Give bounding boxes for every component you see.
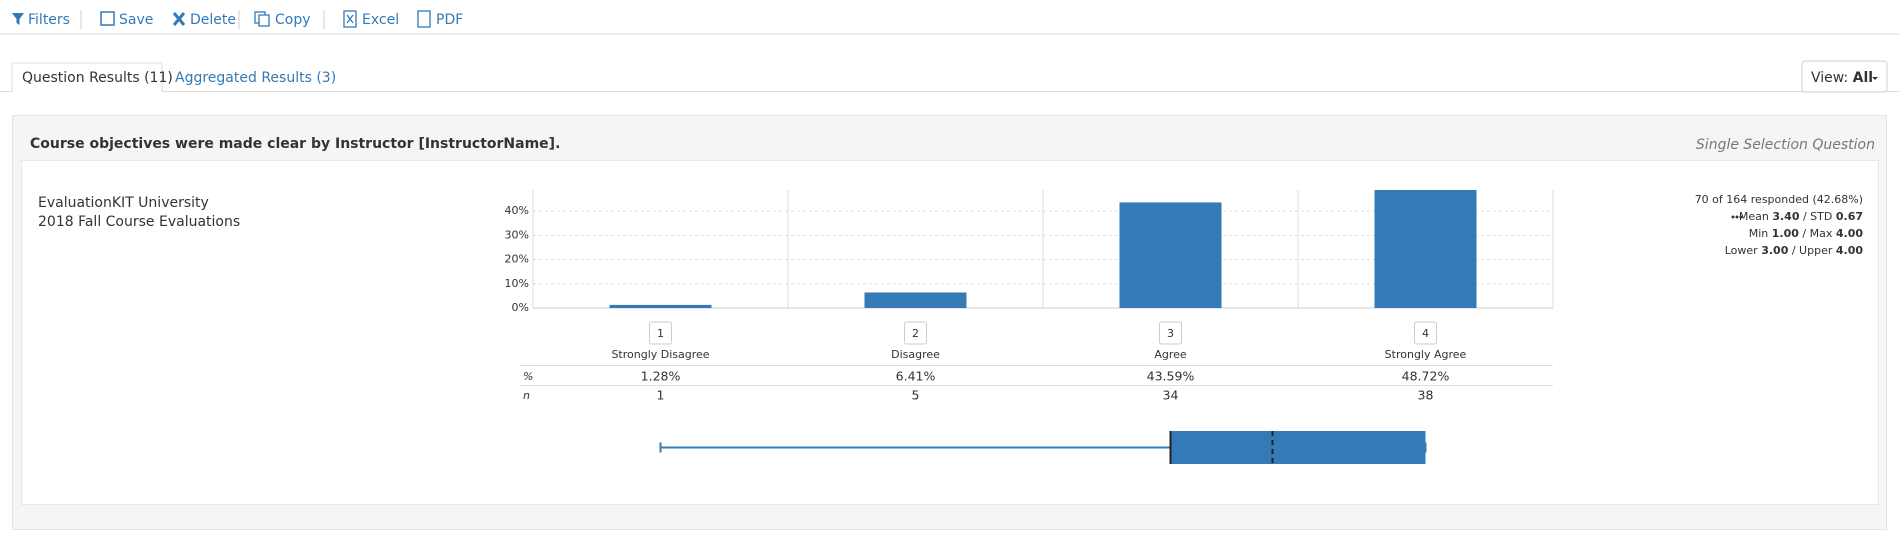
y-tick-label: 40% xyxy=(505,204,529,217)
code-box xyxy=(1159,321,1182,345)
count-cell: 1 xyxy=(657,388,665,403)
dots-icon xyxy=(1739,215,1743,219)
term: 2018 Fall Course Evaluations xyxy=(38,214,240,230)
question-type: Single Selection Question xyxy=(1696,137,1875,153)
code-label: 4 xyxy=(1422,327,1429,340)
percent-row-label: % xyxy=(523,370,533,383)
percent-cell: 43.59% xyxy=(1147,369,1195,384)
bar xyxy=(864,292,967,308)
delete-button[interactable]: Delete xyxy=(190,12,236,28)
box xyxy=(1170,431,1426,464)
institution: EvaluationKIT University xyxy=(38,195,209,211)
mean-std: Mean 3.40 / STD 0.67 xyxy=(1739,210,1863,223)
lower-label: Lower xyxy=(1725,244,1758,257)
delete-icon xyxy=(172,12,186,26)
excel-icon xyxy=(343,10,357,28)
bar xyxy=(609,304,712,308)
std-label: / STD xyxy=(1803,210,1832,223)
upper-label: / Upper xyxy=(1792,244,1833,257)
dots-icon xyxy=(1735,215,1739,219)
save-button[interactable]: Save xyxy=(119,12,153,28)
results-box xyxy=(21,160,1879,505)
stats: 70 of 164 responded (42.68%) Mean 3.40 /… xyxy=(1695,193,1864,257)
responded: 70 of 164 responded (42.68%) xyxy=(1695,193,1863,206)
code-label: 1 xyxy=(657,327,664,340)
active-tab[interactable] xyxy=(11,62,163,92)
code-box xyxy=(649,321,672,345)
bar xyxy=(1374,190,1477,308)
y-tick-label: 10% xyxy=(505,277,529,290)
min-max: Min 1.00 / Max 4.00 xyxy=(1749,227,1864,240)
filter-icon xyxy=(12,13,24,25)
mean-value: 3.40 xyxy=(1772,210,1799,223)
x-tick-label: Strongly Disagree xyxy=(611,348,709,361)
code-label: 2 xyxy=(912,327,919,340)
view-label: View: All xyxy=(1811,70,1873,86)
code-box xyxy=(1414,321,1437,345)
max-label: / Max xyxy=(1802,227,1832,240)
copy-button[interactable]: Copy xyxy=(275,12,311,28)
caret xyxy=(1872,77,1878,80)
excel-button[interactable]: Excel xyxy=(362,12,399,28)
excel-icon xyxy=(346,14,354,24)
y-tick-label: 30% xyxy=(505,228,529,241)
count-cell: 5 xyxy=(912,388,920,403)
min-value: 1.00 xyxy=(1772,227,1799,240)
pdf-icon xyxy=(417,10,431,28)
mean-label: Mean xyxy=(1739,210,1769,223)
save-icon xyxy=(100,11,115,26)
view-value: All xyxy=(1853,70,1873,86)
pdf-button[interactable]: PDF xyxy=(436,12,463,28)
view-button[interactable] xyxy=(1801,60,1888,93)
copy-icon xyxy=(258,14,270,27)
tab-aggregated-results[interactable]: Aggregated Results (3) xyxy=(175,70,336,86)
lower-upper: Lower 3.00 / Upper 4.00 xyxy=(1725,244,1864,257)
max-value: 4.00 xyxy=(1836,227,1863,240)
code-label: 3 xyxy=(1167,327,1174,340)
count-cell: 38 xyxy=(1418,388,1434,403)
std-value: 0.67 xyxy=(1836,210,1863,223)
x-tick-label: Strongly Agree xyxy=(1385,348,1467,361)
lower-value: 3.00 xyxy=(1761,244,1788,257)
chart: 0% 10% 20% 30% 40% 1 Strongly Disagree 1.28% 1 2 D… xyxy=(505,190,1554,464)
y-tick-label: 20% xyxy=(505,253,529,266)
count-cell: 34 xyxy=(1163,388,1179,403)
y-tick-label: 0% xyxy=(512,301,529,314)
tab-question-results[interactable]: Question Results (11) xyxy=(22,70,173,86)
dots-icon xyxy=(1731,215,1735,219)
percent-cell: 1.28% xyxy=(641,369,681,384)
percent-cell: 48.72% xyxy=(1402,369,1450,384)
x-tick-label: Agree xyxy=(1154,348,1187,361)
count-row-label: n xyxy=(523,389,530,402)
question-title: Course objectives were made clear by Ins… xyxy=(30,136,560,152)
bar xyxy=(1119,202,1222,308)
code-box xyxy=(904,321,927,345)
filters-button[interactable]: Filters xyxy=(28,12,70,28)
view-label: View: xyxy=(1811,70,1848,86)
percent-cell: 6.41% xyxy=(896,369,936,384)
x-tick-label: Disagree xyxy=(891,348,940,361)
min-label: Min xyxy=(1749,227,1769,240)
upper-value: 4.00 xyxy=(1836,244,1863,257)
toolbar: Filters Save Delete Copy Excel PDF xyxy=(12,10,463,29)
